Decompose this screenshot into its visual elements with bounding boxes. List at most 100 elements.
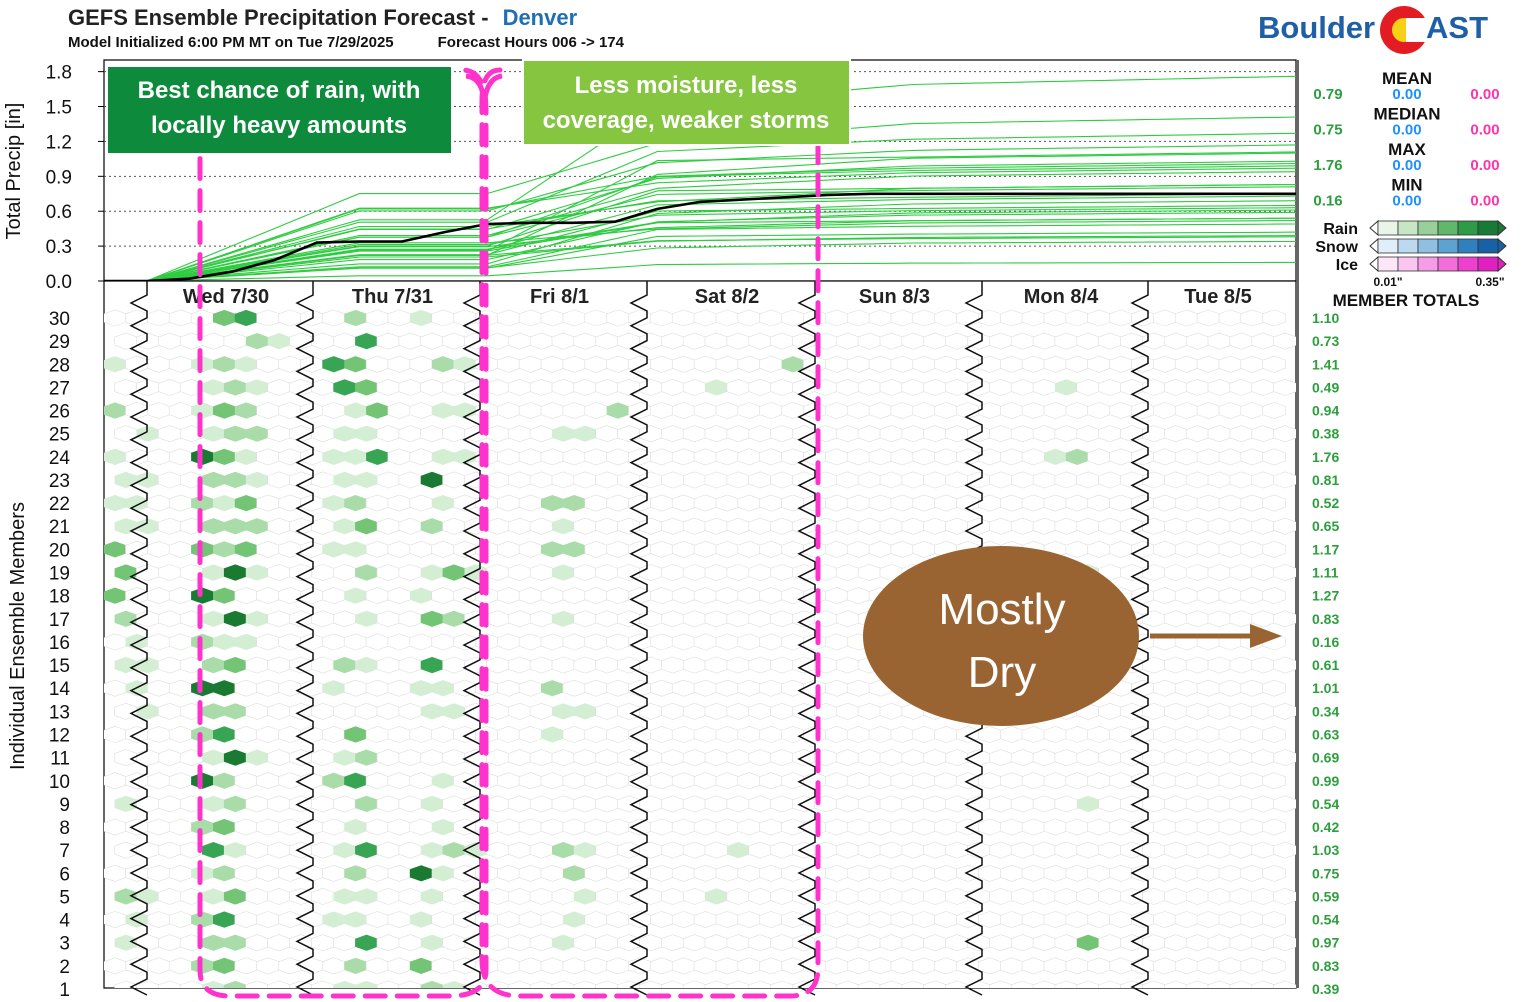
hex-cell: [1273, 702, 1296, 720]
hex-cell: [223, 795, 247, 812]
hex-cell: [191, 495, 214, 512]
hex-cell: [366, 448, 389, 465]
legend-arrow-left: [1369, 255, 1379, 273]
annotations: Best chance of rain, with locally heavy a…: [106, 59, 1282, 999]
hex-cell: [431, 680, 455, 697]
hex-cell: [1262, 448, 1286, 466]
member-line: [104, 193, 1296, 281]
hex-cell: [104, 541, 127, 558]
hex-cell: [191, 818, 214, 836]
member-total: 0.61: [1312, 657, 1339, 673]
hex-cell: [191, 587, 214, 604]
hex-cell: [223, 980, 247, 988]
member-line: [104, 207, 1296, 281]
hex-cell: [344, 587, 367, 604]
member-line: [104, 219, 1296, 281]
legend-arrow-right: [1497, 219, 1507, 237]
hex-cell: [213, 772, 236, 789]
hex-cell: [409, 587, 433, 604]
member-label: 11: [50, 749, 70, 770]
hex-cell: [573, 888, 597, 905]
callout-2-text: Less moisture, less: [575, 72, 798, 99]
hex-cell: [202, 425, 225, 442]
member-label: 28: [49, 355, 70, 376]
hex-cell: [344, 541, 367, 558]
stat-snow: 0.00: [1392, 157, 1421, 174]
hex-cell: [431, 356, 455, 373]
member-total: 0.97: [1312, 935, 1339, 951]
hex-cell: [355, 656, 378, 674]
legend-swatch: [1457, 220, 1479, 236]
hex-cell: [1273, 425, 1296, 443]
day-label: Sun 8/3: [859, 286, 930, 308]
hex-cell: [552, 934, 575, 951]
hex-cell: [409, 680, 433, 697]
member-label: 25: [49, 425, 70, 446]
hex-cell: [223, 656, 247, 674]
hex-cell: [344, 865, 367, 882]
member-label: 9: [59, 795, 70, 816]
hex-cell: [202, 888, 225, 905]
legend-swatch: [1397, 256, 1419, 272]
member-label: 20: [49, 540, 70, 561]
hex-cell: [344, 495, 367, 512]
day-label: Fri 8/1: [530, 286, 589, 308]
hex-cell: [1262, 911, 1286, 929]
hex-cell: [114, 934, 138, 951]
member-total: 0.54: [1312, 912, 1339, 928]
hex-cell: [420, 471, 444, 489]
hex-cell: [322, 772, 346, 789]
hex-cell: [1273, 610, 1296, 628]
hex-cell: [1262, 309, 1286, 327]
hex-cell: [1262, 494, 1286, 512]
stat-ice: 0.00: [1470, 157, 1499, 174]
hex-cell: [114, 888, 138, 905]
member-total: 1.17: [1312, 541, 1339, 557]
hex-cell: [245, 471, 269, 489]
member-line: [104, 204, 1296, 281]
hex-cell: [420, 795, 444, 812]
hex-cell: [136, 656, 160, 674]
member-label: 10: [49, 772, 70, 793]
hex-cell: [562, 865, 586, 882]
hex-cell: [344, 818, 367, 836]
hex-cell: [1044, 448, 1067, 465]
hex-cell: [234, 495, 258, 512]
hex-cell: [431, 448, 455, 465]
hex-cell: [442, 842, 466, 859]
stat-ice: 0.00: [1470, 86, 1499, 103]
hex-cell: [355, 842, 378, 859]
member-line: [104, 223, 1296, 281]
hex-cell: [344, 957, 367, 974]
y-tick-label: 0.6: [46, 202, 72, 223]
hex-cell: [213, 911, 236, 928]
hex-cell: [355, 518, 378, 535]
member-label: 15: [49, 656, 70, 677]
legend-swatch: [1457, 238, 1479, 254]
hex-cell: [431, 818, 455, 836]
member-total: 0.49: [1312, 379, 1339, 395]
bouldercast-logo: Boulder AST: [1258, 4, 1498, 56]
member-label: 2: [59, 957, 70, 978]
hex-cell: [1273, 749, 1296, 767]
hex-cell: [223, 842, 247, 859]
hex-cell: [322, 680, 346, 697]
hex-cell: [104, 587, 127, 604]
member-total: 0.52: [1312, 495, 1339, 511]
hex-cell: [245, 333, 269, 350]
hex-cell: [202, 749, 225, 766]
member-total: 0.59: [1312, 888, 1339, 904]
member-label: 6: [59, 864, 70, 885]
member-label: 8: [59, 818, 70, 839]
hex-cell: [333, 656, 356, 674]
hex-cell: [781, 356, 805, 373]
legend-arrow-right: [1497, 237, 1507, 255]
hex-cell: [355, 980, 378, 988]
mean-line: [104, 192, 1296, 281]
hex-cell: [409, 911, 433, 928]
legend-arrow-left: [1369, 219, 1379, 237]
hex-cell: [431, 772, 455, 789]
hex-cell: [114, 471, 138, 489]
hex-cell: [442, 564, 466, 581]
